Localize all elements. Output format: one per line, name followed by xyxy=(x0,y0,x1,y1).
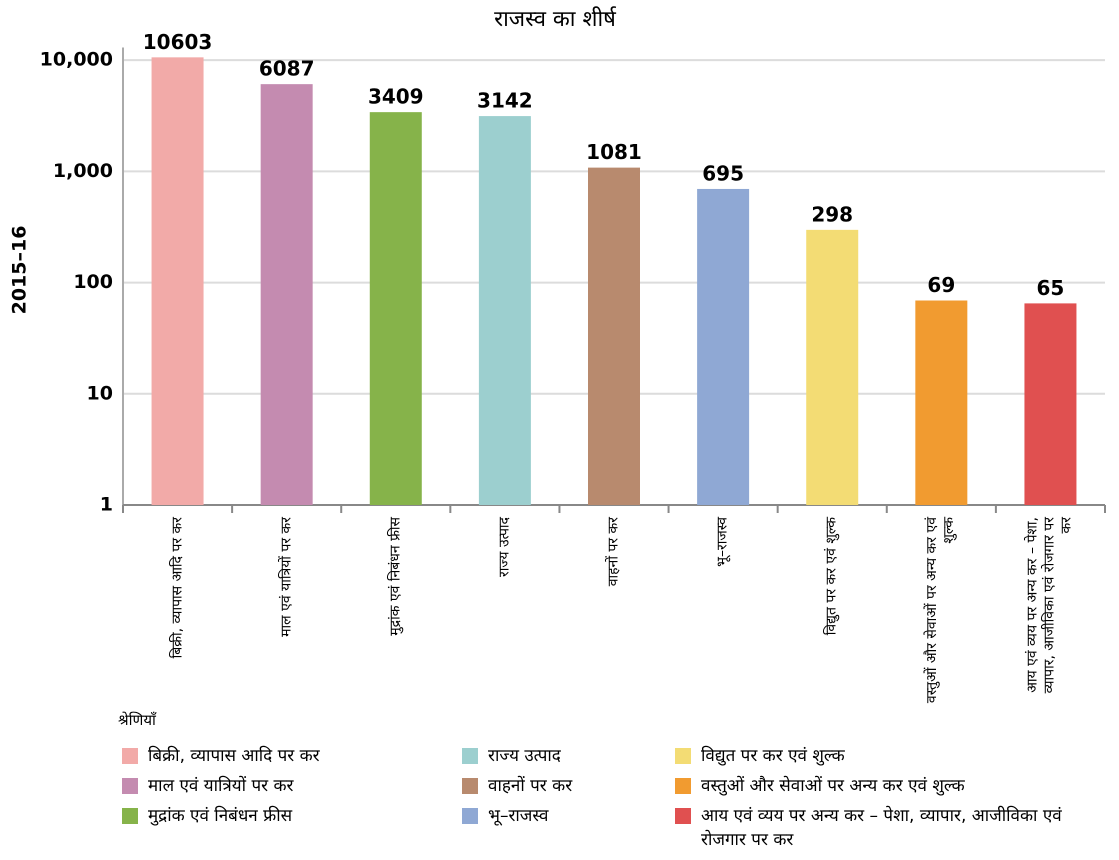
legend-label: बिक्री, व्यापास आदि पर कर xyxy=(148,746,320,766)
x-tick-label: बिक्री, व्यापास आदि पर कर xyxy=(169,517,186,659)
bar xyxy=(260,84,313,505)
bar xyxy=(915,300,968,505)
y-axis-label: 2015–16 xyxy=(9,226,31,315)
bar xyxy=(151,57,204,506)
legend-item: वाहनों पर कर xyxy=(462,774,792,798)
legend-swatch xyxy=(675,778,691,794)
value-label: 298 xyxy=(811,202,853,226)
legend-swatch xyxy=(675,748,691,764)
legend-item: मुद्रांक एवं निबंधन फ्रीस xyxy=(122,804,452,828)
legend-label: भू–राजस्व xyxy=(488,806,549,826)
legend-swatch xyxy=(462,808,478,824)
x-tick-label: राज्य उत्पाद xyxy=(496,517,513,577)
legend-label: आय एवं व्यय पर अन्य कर – पेशा, व्यापार, … xyxy=(701,806,1062,850)
x-tick-label: विद्युत पर कर एवं शुल्क xyxy=(823,517,840,636)
x-tick-label: वस्तुओं और सेवाओं पर अन्य कर एवं शुल्क xyxy=(924,517,958,704)
legend-item: भू–राजस्व xyxy=(462,804,792,828)
legend-item: माल एवं यात्रियों पर कर xyxy=(122,774,452,798)
y-tick-label: 1 xyxy=(100,494,113,516)
legend-label: वाहनों पर कर xyxy=(488,776,573,796)
legend-item: आय एवं व्यय पर अन्य कर – पेशा, व्यापार, … xyxy=(675,804,1095,852)
value-label: 1081 xyxy=(586,140,642,164)
x-tick-label: वाहनों पर कर xyxy=(605,517,622,587)
legend-item: बिक्री, व्यापास आदि पर कर xyxy=(122,744,452,768)
value-label: 3409 xyxy=(368,85,424,109)
y-tick-label: 10 xyxy=(87,382,113,404)
y-tick-label: 10,000 xyxy=(40,49,113,71)
legend-swatch xyxy=(122,748,138,764)
x-tick-label: आय एवं व्यय पर अन्य कर – पेशा, व्यापार, … xyxy=(1024,517,1075,694)
bar xyxy=(697,188,750,505)
bar xyxy=(369,112,422,505)
y-tick-label: 1,000 xyxy=(53,160,113,182)
x-tick-label: मुद्रांक एवं निबंधन फ्रीस xyxy=(387,517,404,636)
bar xyxy=(1024,303,1077,505)
legend-swatch xyxy=(462,778,478,794)
value-label: 65 xyxy=(1037,276,1065,300)
value-label: 10603 xyxy=(143,30,213,54)
legend-label: वस्तुओं और सेवाओं पर अन्य कर एवं शुल्क xyxy=(701,776,965,796)
x-tick-label: भू–राजस्व xyxy=(714,517,731,567)
legend-label: मुद्रांक एवं निबंधन फ्रीस xyxy=(148,806,293,826)
x-tick-label: माल एवं यात्रियों पर कर xyxy=(278,517,295,637)
bar xyxy=(806,229,859,505)
chart-title: राजस्व का शीर्ष xyxy=(494,6,617,32)
value-label: 69 xyxy=(927,273,955,297)
legend-swatch xyxy=(462,748,478,764)
legend-label: राज्य उत्पाद xyxy=(488,746,561,766)
y-tick-label: 100 xyxy=(73,271,113,293)
legend-item: विद्युत पर कर एवं शुल्क xyxy=(675,744,1095,768)
value-label: 695 xyxy=(702,161,744,185)
value-label: 6087 xyxy=(259,57,315,81)
legend-swatch xyxy=(675,808,691,824)
bar xyxy=(588,167,640,505)
legend-swatch xyxy=(122,808,138,824)
legend-item: राज्य उत्पाद xyxy=(462,744,792,768)
legend-swatch xyxy=(122,778,138,794)
bar xyxy=(478,116,531,505)
value-label: 3142 xyxy=(477,89,533,113)
legend-label: माल एवं यात्रियों पर कर xyxy=(148,776,294,796)
legend-item: वस्तुओं और सेवाओं पर अन्य कर एवं शुल्क xyxy=(675,774,1095,798)
legend-label: विद्युत पर कर एवं शुल्क xyxy=(701,746,845,766)
legend-title: श्रेणियाँ xyxy=(118,711,156,729)
